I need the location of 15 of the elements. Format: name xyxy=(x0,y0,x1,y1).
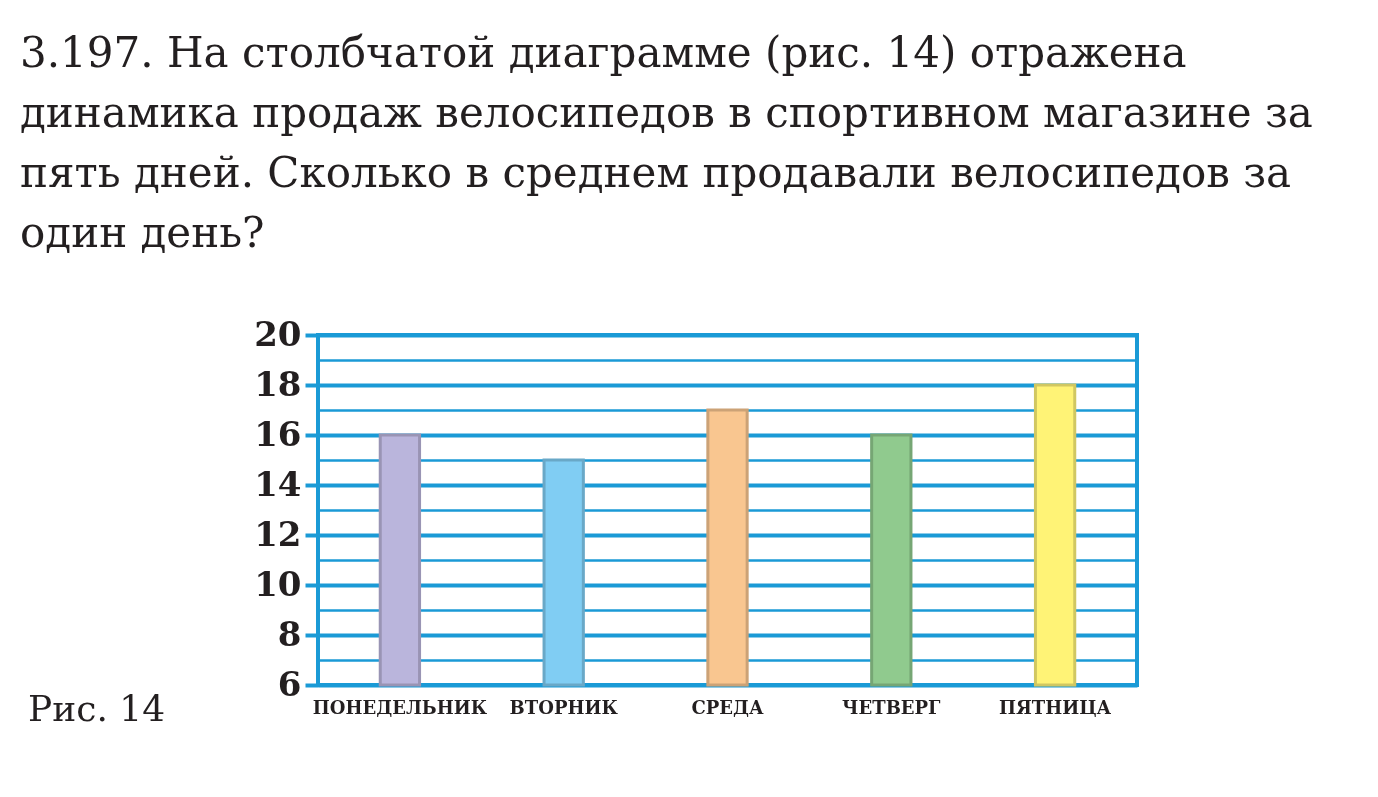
text: Рис. 14 xyxy=(28,688,166,729)
chart-title: 3.197. На столбчатой диаграмме (рис. 14) отражена динамика продаж велосипедов в спортивном магазине за пять дней. Сколько в среднем продавали велосипедов за один день? xyxy=(20,28,1313,257)
x-tick-label: ПОНЕДЕЛЬНИК xyxy=(312,696,488,718)
x-tick-label: СРЕДА xyxy=(691,696,764,718)
x-tick-label: ЧЕТВЕРГ xyxy=(842,696,942,718)
y-tick-label: 14 xyxy=(254,463,302,504)
y-tick-label: 18 xyxy=(254,363,302,404)
x-tick-label: ВТОРНИК xyxy=(509,696,619,718)
x-tick-label: ПЯТНИЦА xyxy=(998,696,1112,718)
y-tick-label: 20 xyxy=(254,313,302,354)
y-tick-label: 10 xyxy=(254,563,302,604)
y-tick-label: 8 xyxy=(277,613,302,654)
y-tick-label: 16 xyxy=(254,413,302,454)
y-tick-label: 6 xyxy=(277,663,302,704)
y-tick-label: 12 xyxy=(254,513,302,554)
